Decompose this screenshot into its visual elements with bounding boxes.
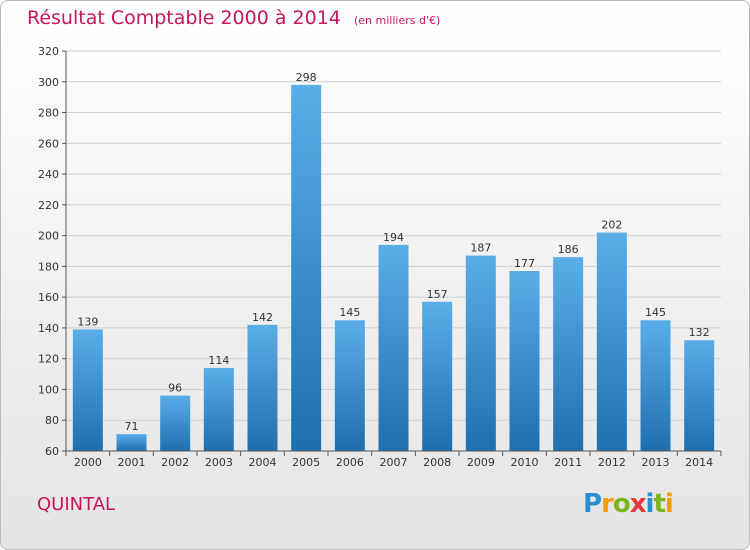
chart-subtitle: (en milliers d'€)	[353, 14, 441, 27]
data-label-2010: 177	[514, 257, 535, 270]
x-tick-label-2009: 2009	[467, 456, 495, 469]
data-label-2013: 145	[645, 306, 666, 319]
bar-2004	[247, 324, 278, 451]
data-label-2001: 71	[125, 420, 139, 433]
data-label-2007: 194	[383, 231, 404, 244]
x-tick-label-2010: 2010	[511, 456, 539, 469]
logo-letter: r	[601, 489, 614, 519]
data-label-2011: 186	[558, 243, 579, 256]
bar-2014	[684, 340, 715, 451]
x-tick-label-2000: 2000	[74, 456, 102, 469]
logo-letter: i	[645, 489, 655, 519]
y-tick-label-6: 180	[38, 260, 59, 273]
data-label-2002: 96	[168, 382, 182, 395]
proxiti-logo: Proxiti	[583, 489, 674, 519]
chart-title-block: Résultat Comptable 2000 à 2014 (en milli…	[27, 7, 440, 29]
y-tick-label-11: 280	[38, 107, 59, 120]
x-tick-label-2008: 2008	[423, 456, 451, 469]
logo-letter: o	[612, 489, 631, 519]
bar-2006	[334, 320, 365, 451]
x-tick-label-2013: 2013	[642, 456, 670, 469]
x-tick-label-2006: 2006	[336, 456, 364, 469]
x-tick-label-2014: 2014	[685, 456, 713, 469]
x-tick-label-2012: 2012	[598, 456, 626, 469]
y-tick-label-2: 100	[38, 383, 59, 396]
bar-2011	[553, 257, 584, 451]
x-axis: 2000 2001 2002 2003 2004 2005 2006 2007 2008 2009…	[65, 450, 722, 469]
data-label-2008: 157	[427, 288, 448, 301]
x-tick-label-2007: 2007	[380, 456, 408, 469]
bars: 139 71 96 114 142 298 145 194 157 187 177 186 202 145…	[72, 71, 715, 451]
y-tick-label-8: 220	[38, 199, 59, 212]
data-label-2006: 145	[339, 306, 360, 319]
y-axis: 60 80 100 120 140 160 180 200 220 240 260 280 300 320	[38, 45, 67, 458]
x-tick-label-2005: 2005	[292, 456, 320, 469]
data-label-2009: 187	[470, 242, 491, 255]
logo-letter: i	[664, 489, 674, 519]
bar-2007	[378, 244, 409, 451]
x-tick-label-2001: 2001	[118, 456, 146, 469]
data-label-2000: 139	[77, 315, 98, 328]
y-tick-label-10: 260	[38, 137, 59, 150]
y-tick-label-1: 80	[45, 414, 59, 427]
commune-name: QUINTAL	[37, 494, 116, 515]
data-label-2003: 114	[208, 354, 229, 367]
chart-title: Résultat Comptable 2000 à 2014	[27, 7, 341, 29]
y-tick-label-7: 200	[38, 230, 59, 243]
bar-2008	[422, 301, 453, 451]
data-label-2005: 298	[296, 71, 317, 84]
y-tick-label-0: 60	[45, 445, 59, 458]
bar-2010	[509, 271, 540, 451]
bar-2001	[116, 434, 147, 451]
bar-2002	[160, 395, 191, 451]
y-tick-label-3: 120	[38, 353, 59, 366]
logo-letter: t	[653, 489, 665, 519]
logo-letter: P	[583, 489, 602, 519]
data-label-2012: 202	[601, 219, 622, 232]
data-label-2004: 142	[252, 311, 273, 324]
y-tick-label-13: 320	[38, 45, 59, 58]
x-tick-label-2003: 2003	[205, 456, 233, 469]
bar-2013	[640, 320, 671, 451]
bar-2005	[291, 84, 322, 451]
y-tick-label-9: 240	[38, 168, 59, 181]
bar-2009	[465, 255, 496, 451]
y-tick-label-12: 300	[38, 76, 59, 89]
data-label-2014: 132	[689, 326, 710, 339]
logo-letter: x	[629, 489, 647, 519]
bar-2012	[596, 232, 627, 451]
bar-2000	[72, 329, 103, 451]
bar-2003	[203, 367, 234, 451]
y-tick-label-5: 160	[38, 291, 59, 304]
y-tick-label-4: 140	[38, 322, 59, 335]
x-tick-label-2004: 2004	[249, 456, 277, 469]
x-tick-label-2002: 2002	[161, 456, 189, 469]
x-tick-label-2011: 2011	[554, 456, 582, 469]
